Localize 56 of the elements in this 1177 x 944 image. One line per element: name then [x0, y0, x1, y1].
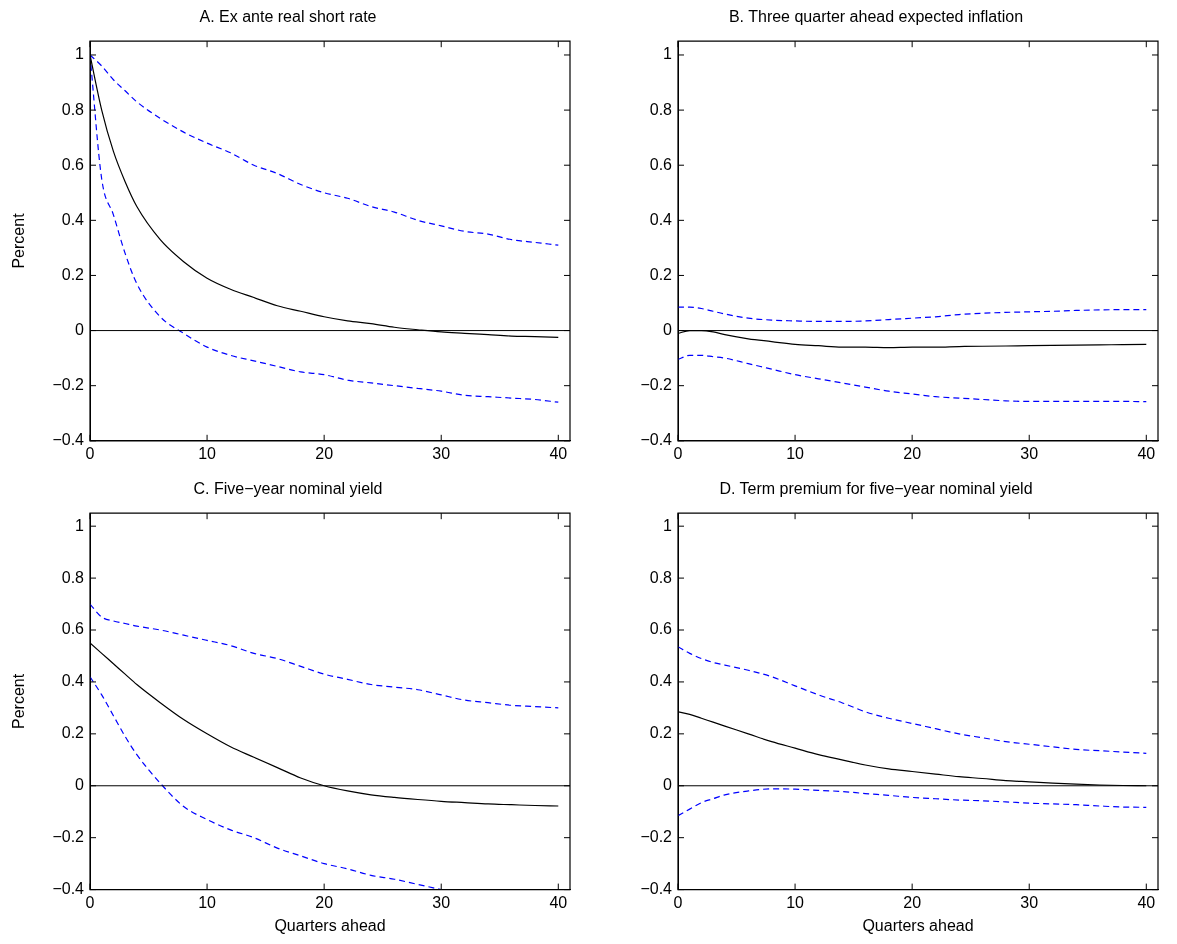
y-tick-label: 0.8: [649, 568, 673, 586]
x-tick-label: 40: [1137, 893, 1156, 911]
y-tick-label: 0.2: [61, 265, 85, 283]
x-axis-title: Quarters ahead: [862, 916, 974, 934]
x-tick-label: 40: [549, 893, 568, 911]
y-tick-label: 0.6: [61, 620, 85, 638]
y-tick-label: 1: [663, 45, 673, 63]
x-tick-label: 10: [198, 444, 217, 462]
y-tick-label: −0.4: [52, 431, 85, 449]
x-tick-label: 20: [315, 893, 334, 911]
x-tick-label: 30: [1020, 444, 1039, 462]
y-tick-label: 0.2: [649, 265, 673, 283]
y-tick-label: 0.4: [61, 210, 85, 228]
y-tick-label: 0: [75, 776, 85, 794]
y-tick-label: −0.2: [640, 376, 673, 394]
y-tick-label: −0.4: [640, 431, 673, 449]
y-tick-label: 0.6: [649, 620, 673, 638]
y-tick-label: 1: [75, 45, 85, 63]
y-tick-label: 1: [663, 516, 673, 534]
y-tick-label: −0.4: [640, 880, 673, 898]
x-tick-label: 30: [1020, 893, 1039, 911]
y-tick-label: 0.8: [649, 100, 673, 118]
chart-title: D. Term premium for five−year nominal yield: [719, 480, 1033, 498]
x-tick-label: 30: [432, 444, 451, 462]
y-tick-label: 0: [663, 320, 673, 338]
x-tick-label: 30: [432, 893, 451, 911]
x-tick-label: 10: [786, 893, 805, 911]
y-tick-label: 0.4: [649, 210, 673, 228]
y-tick-label: 0.2: [61, 724, 85, 742]
chart-title: B. Three quarter ahead expected inflation: [728, 8, 1024, 26]
x-tick-label: 10: [198, 893, 217, 911]
y-tick-label: 0.8: [61, 100, 85, 118]
y-tick-label: 0.2: [649, 724, 673, 742]
y-tick-label: 0: [663, 776, 673, 794]
y-tick-label: −0.2: [52, 376, 85, 394]
y-axis-title: Percent: [10, 673, 28, 729]
y-tick-label: −0.2: [640, 828, 673, 846]
y-tick-label: 0.6: [649, 155, 673, 173]
x-tick-label: 40: [1137, 444, 1156, 462]
chart-title: A. Ex ante real short rate: [199, 8, 377, 26]
y-tick-label: 0.4: [61, 672, 85, 690]
y-tick-label: 0: [75, 320, 85, 338]
chart-title: C. Five−year nominal yield: [193, 480, 383, 498]
x-tick-label: 20: [315, 444, 334, 462]
y-tick-label: −0.4: [52, 880, 85, 898]
y-tick-label: 1: [75, 516, 85, 534]
x-tick-label: 10: [786, 444, 805, 462]
x-tick-label: 20: [903, 893, 922, 911]
y-tick-label: 0.8: [61, 568, 85, 586]
y-axis-title: Percent: [10, 212, 28, 269]
y-tick-label: −0.2: [52, 828, 85, 846]
y-tick-label: 0.4: [649, 672, 673, 690]
x-tick-label: 40: [549, 444, 568, 462]
x-tick-label: 20: [903, 444, 922, 462]
y-tick-label: 0.6: [61, 155, 85, 173]
x-axis-title: Quarters ahead: [274, 916, 386, 934]
